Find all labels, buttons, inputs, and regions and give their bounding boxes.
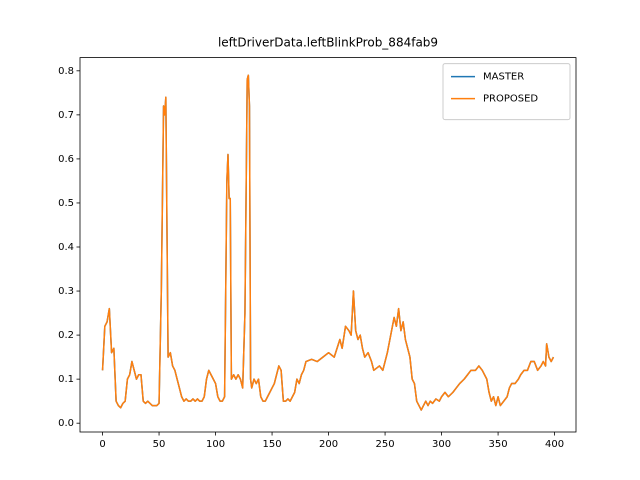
y-tick-label: 0.3 — [58, 286, 74, 297]
legend-label: PROPOSED — [483, 94, 538, 105]
legend-label: MASTER — [483, 72, 524, 83]
x-tick-label: 150 — [263, 439, 282, 450]
y-tick-label: 0.1 — [58, 374, 74, 385]
y-tick-label: 0.2 — [58, 330, 74, 341]
legend-box — [442, 63, 571, 121]
y-tick-label: 0.8 — [58, 66, 74, 77]
y-tick-label: 0.6 — [58, 154, 74, 165]
x-tick-label: 400 — [545, 439, 564, 450]
x-tick-label: 250 — [376, 439, 395, 450]
y-tick-label: 0.4 — [58, 242, 74, 253]
y-tick-label: 0.0 — [58, 418, 74, 429]
x-tick-label: 350 — [489, 439, 508, 450]
x-tick-label: 50 — [153, 439, 166, 450]
x-tick-label: 100 — [206, 439, 225, 450]
y-tick-label: 0.7 — [58, 110, 74, 121]
x-tick-label: 0 — [99, 439, 105, 450]
y-tick-label: 0.5 — [58, 198, 74, 209]
axes-frame — [79, 57, 577, 433]
series-line — [101, 74, 555, 411]
x-tick-label: 300 — [432, 439, 451, 450]
chart-title: leftDriverData.leftBlinkProb_884fab9 — [218, 36, 438, 50]
x-tick-label: 200 — [319, 439, 338, 450]
